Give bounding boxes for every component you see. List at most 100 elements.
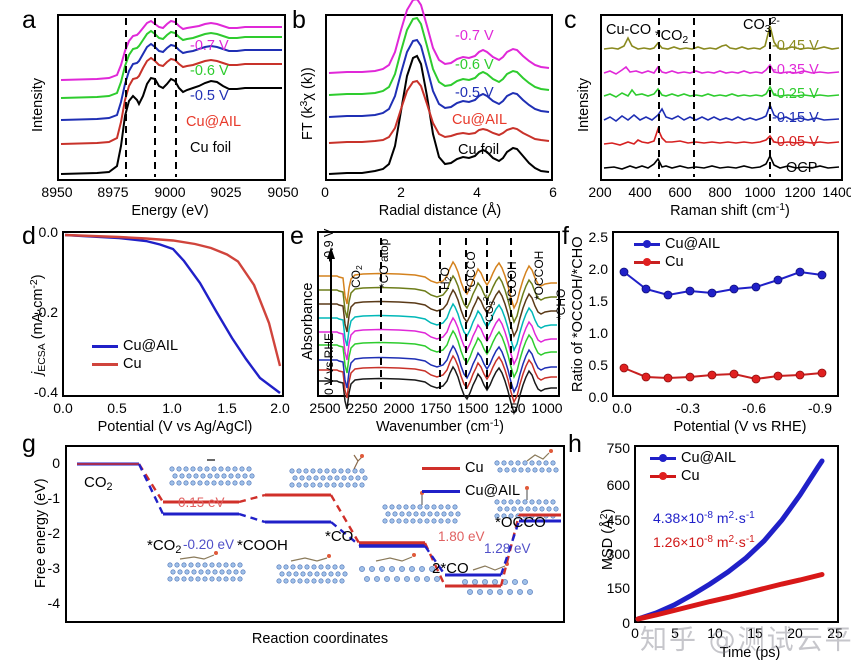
panel-c-peak-label-0: Cu-CO: [606, 22, 652, 38]
panel-h-legend: Cu@AIL Cu: [650, 450, 736, 484]
panel-g-barrier-3: 1.28 eV: [484, 541, 531, 556]
panel-e-xtick-0: 2500: [309, 400, 341, 416]
panel-h-annotation-0: 4.38×10-8 m2·s-1: [653, 510, 755, 526]
panel-e-xlabel: Wavenumber (cm-1): [375, 418, 504, 435]
panel-b-svg: [328, 0, 550, 175]
panel-g-ytick-4: -4: [47, 595, 60, 611]
panel-f-ytick-5: 2.5: [588, 229, 608, 245]
panel-c-xtick-3: 800: [708, 184, 732, 200]
panel-a-xtick-2: 9000: [154, 184, 186, 200]
panel-c-trace-label-4: -0.05 V: [772, 134, 819, 150]
panel-g-step-label-0: CO2: [84, 474, 113, 493]
panel-h-xtick-0: 0: [631, 625, 639, 641]
panel-h-legend-row-1: Cu: [650, 468, 736, 484]
panel-g-step-label-5: *OCCO: [495, 514, 546, 531]
panel-d-xtick-0: 0.0: [53, 400, 73, 416]
panel-a-trace-label-4: Cu foil: [190, 140, 232, 156]
panel-c-trace-label-5: OCP: [786, 160, 818, 176]
panel-h-xtick-3: 15: [747, 625, 763, 641]
panel-d-xtick-4: 2.0: [270, 400, 290, 416]
panel-f-label: f: [562, 222, 569, 250]
panel-c-plot: [600, 14, 843, 181]
panel-h-legend-marker-cu-ail: [650, 454, 676, 462]
panel-b-plot: [325, 0, 553, 181]
panel-d-xtick-1: 0.5: [107, 400, 127, 416]
panel-f-ytick-3: 1.5: [588, 293, 608, 309]
panel-g-legend: Cu Cu@AIL: [422, 460, 520, 499]
panel-c-xtick-5: 1200: [784, 184, 816, 200]
panel-b-xlabel: Radial distance (Å): [378, 203, 502, 219]
panel-g-legend-row-0: Cu: [422, 460, 520, 476]
panel-c-label: c: [564, 6, 577, 34]
panel-e-xtick-5: 1250: [494, 400, 526, 416]
panel-e-peak-label-4: CO32-: [482, 294, 497, 322]
panel-e-label: e: [290, 222, 304, 250]
panel-e-ylabel: Absorbance: [300, 282, 316, 360]
panel-f-ytick-0: 0.0: [588, 389, 608, 405]
panel-b-xtick-0: 0: [321, 184, 329, 200]
panel-a-xtick-3: 9025: [210, 184, 242, 200]
panel-g-xlabel: Reaction coordinates: [251, 631, 389, 647]
panel-a-trace-label-3: Cu@AIL: [186, 114, 242, 130]
panel-c-trace-label-0: -0.45 V: [772, 38, 819, 54]
panel-f-xtick-2: -0.6: [741, 400, 767, 416]
panel-f-xlabel: Potential (V vs RHE): [673, 419, 807, 435]
panel-g-label: g: [22, 430, 36, 458]
panel-b-trace-label-2: -0.5 V: [455, 85, 494, 101]
panel-f-legend-row-1: Cu: [634, 254, 720, 270]
panel-g-barrier-0: 0.15 eV: [178, 495, 225, 510]
panel-g-barrier-1: -0.20 eV: [183, 537, 235, 552]
panel-h-legend-label-0: Cu@AIL: [681, 450, 737, 466]
panel-f-legend: Cu@AIL Cu: [634, 236, 720, 270]
panel-f-legend-label-1: Cu: [665, 254, 684, 270]
panel-d-svg: [64, 233, 282, 394]
panel-g-ytick-0: 0: [52, 455, 60, 471]
panel-e-peak-label-6: *OCCOH: [532, 250, 546, 300]
panel-b-xtick-1: 2: [397, 184, 405, 200]
panel-f-legend-label-0: Cu@AIL: [665, 236, 721, 252]
panel-f-legend-marker-cu: [634, 258, 660, 266]
panel-f-xtick-3: -0.9: [807, 400, 833, 416]
panel-b-trace-label-4: Cu foil: [458, 142, 500, 158]
panel-h-legend-row-0: Cu@AIL: [650, 450, 736, 466]
watermark: 知乎 @测试云平台: [640, 625, 851, 656]
panel-c-xtick-2: 600: [668, 184, 692, 200]
panel-a-xtick-4: 9050: [267, 184, 299, 200]
panel-e-peak-label-1: *CO atop: [377, 238, 391, 288]
panel-g-step-label-3: *CO: [325, 528, 354, 545]
panel-g-legend-label-0: Cu: [465, 460, 484, 476]
panel-d-ylabel: jECSA (mA·cm-2): [29, 274, 48, 375]
panel-b-xtick-2: 4: [473, 184, 481, 200]
panel-b-ylabel: FT (k3χ (k)): [299, 67, 316, 140]
panel-a-xtick-0: 8950: [41, 184, 73, 200]
panel-f-legend-row-0: Cu@AIL: [634, 236, 720, 252]
panel-f-ytick-2: 1.0: [588, 325, 608, 341]
panel-h-xtick-1: 5: [671, 625, 679, 641]
panel-c-xtick-0: 200: [588, 184, 612, 200]
panel-b-trace-label-3: Cu@AIL: [452, 112, 508, 128]
panel-a-xtick-1: 8975: [97, 184, 129, 200]
panel-h-legend-marker-cu: [650, 472, 676, 480]
panel-g-svg: [77, 449, 561, 595]
panel-g-barrier-2: 1.80 eV: [438, 529, 485, 544]
panel-c-trace-label-2: -0.25 V: [772, 86, 819, 102]
panel-g-ytick-2: -2: [47, 525, 60, 541]
panel-g-ytick-1: -1: [47, 490, 60, 506]
panel-e-peak-label-5: *COOH: [505, 261, 519, 302]
panel-f-svg: [619, 267, 827, 384]
panel-c-xlabel: Raman shift (cm-1): [670, 202, 790, 219]
panel-d-legend-line-cu-ail: [92, 344, 118, 348]
panel-b-xtick-3: 6: [549, 184, 557, 200]
panel-g-legend-row-1: Cu@AIL: [422, 483, 520, 499]
panel-d-label: d: [22, 222, 36, 250]
panel-d-ytick-2: -0.4: [33, 384, 58, 400]
panel-h-ytick-5: 750: [606, 440, 630, 456]
panel-f-ytick-4: 2.0: [588, 261, 608, 277]
panel-f-ytick-1: 0.5: [588, 357, 608, 373]
panel-a-ylabel: Intensity: [30, 78, 46, 132]
panel-d-legend-row-1: Cu: [92, 356, 178, 372]
panel-c-xtick-6: 1400: [822, 184, 851, 200]
panel-h-ytick-3: 450: [606, 512, 630, 528]
panel-b-trace-label-0: -0.7 V: [455, 28, 494, 44]
panel-e-xtick-1: 2250: [346, 400, 378, 416]
